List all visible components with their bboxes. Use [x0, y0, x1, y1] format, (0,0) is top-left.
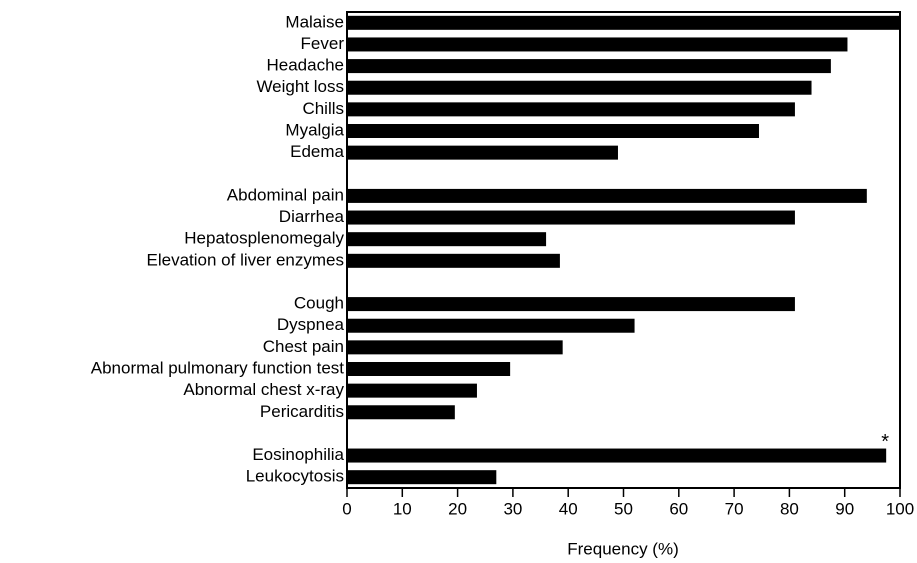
y-tick-label: Diarrhea [279, 207, 345, 226]
annotation: * [881, 431, 889, 453]
bar [347, 340, 563, 355]
x-tick-label: 0 [342, 499, 351, 518]
bar [347, 145, 618, 160]
y-tick-label: Dyspnea [277, 315, 345, 334]
bar [347, 102, 795, 117]
bar [347, 297, 795, 312]
bar [347, 210, 795, 225]
x-tick-label: 20 [448, 499, 467, 518]
bar [347, 253, 560, 268]
y-tick-label: Abnormal chest x-ray [183, 380, 344, 399]
x-tick-label: 30 [503, 499, 522, 518]
bar [347, 124, 759, 138]
bar [347, 470, 497, 485]
y-tick-label: Weight loss [256, 77, 344, 96]
bar [347, 37, 848, 52]
bar [347, 232, 547, 247]
y-tick-label: Chest pain [263, 337, 344, 356]
x-tick-label: 100 [886, 499, 914, 518]
y-tick-label: Eosinophilia [252, 445, 344, 464]
y-tick-label: Edema [290, 142, 344, 161]
y-tick-label: Pericarditis [260, 402, 344, 421]
bar [347, 188, 867, 203]
y-tick-label: Abdominal pain [227, 185, 344, 204]
x-tick-label: 80 [780, 499, 799, 518]
x-tick-label: 60 [669, 499, 688, 518]
x-tick-label: 40 [559, 499, 578, 518]
bar [347, 59, 831, 74]
bar [347, 448, 887, 463]
bar [347, 15, 900, 30]
y-tick-label: Hepatosplenomegaly [184, 229, 344, 248]
x-tick-label: 10 [393, 499, 412, 518]
x-tick-label: 50 [614, 499, 633, 518]
y-tick-label: Malaise [285, 12, 344, 31]
y-tick-label: Elevation of liver enzymes [147, 250, 344, 269]
bar [347, 80, 812, 95]
y-tick-label: Abnormal pulmonary function test [91, 358, 345, 377]
y-tick-label: Cough [294, 294, 344, 313]
bar [347, 362, 511, 376]
x-tick-label: 90 [835, 499, 854, 518]
y-tick-label: Fever [301, 34, 345, 53]
bar [347, 383, 477, 398]
bar [347, 405, 455, 420]
y-tick-label: Chills [302, 99, 344, 118]
x-axis-label: Frequency (%) [567, 539, 678, 558]
x-tick-label: 70 [725, 499, 744, 518]
y-tick-label: Myalgia [285, 120, 344, 139]
bar [347, 318, 635, 333]
y-tick-label: Leukocytosis [246, 467, 344, 486]
y-tick-label: Headache [266, 56, 344, 75]
